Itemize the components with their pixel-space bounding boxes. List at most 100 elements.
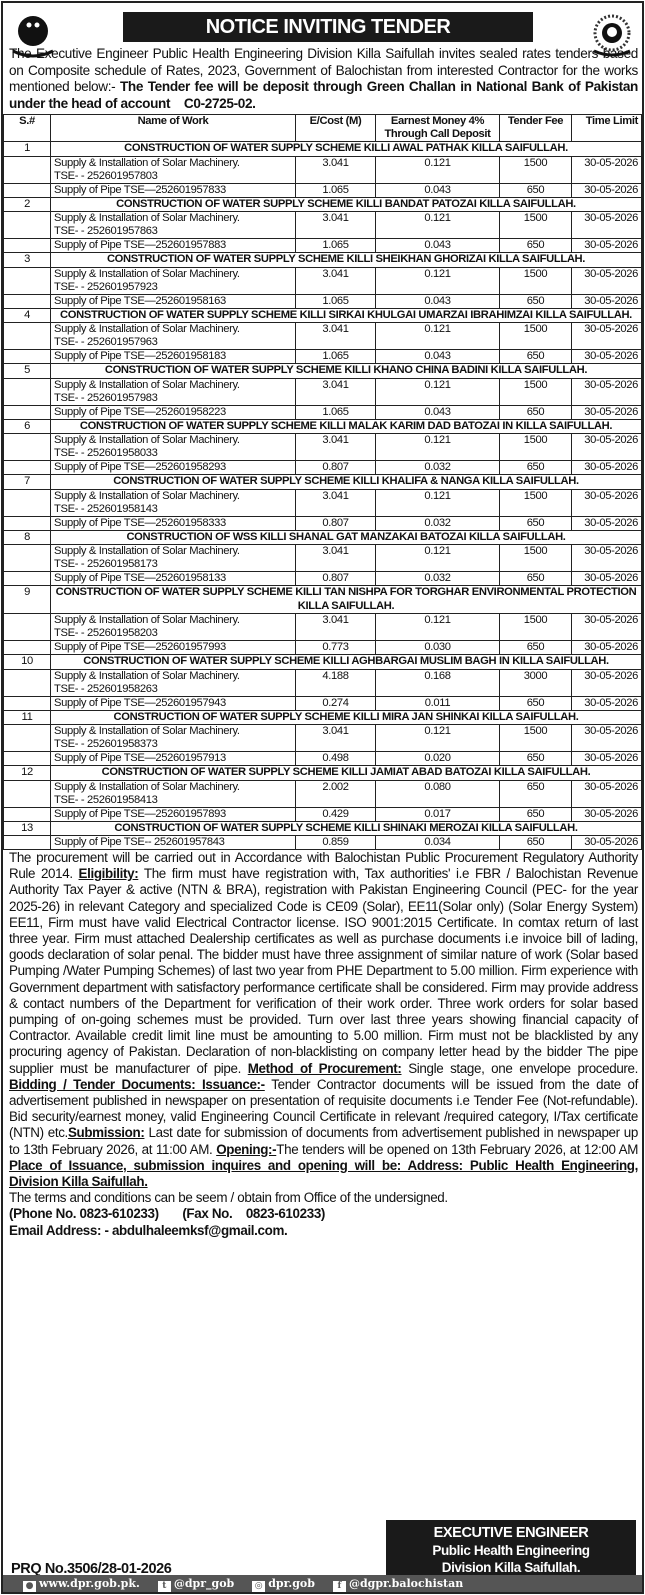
department-logo-left [12,16,54,58]
social-link-text: @dgpr.balochistan [348,1577,464,1590]
time-limit: 30-05-2026 [571,668,642,697]
tse-number: TSE- - 252601957803 [54,169,158,182]
empty-cell [3,751,51,766]
time-limit: 30-05-2026 [571,349,642,364]
tse-number: TSE- - 252601957983 [54,391,158,404]
social-link[interactable]: ◎ dpr.gob [252,1575,315,1592]
work-name-cell: Supply of Pipe TSE—252601958133 [50,571,296,586]
social-link[interactable]: ● www.dpr.gob.pk. [23,1575,140,1592]
tender-fee: 1500 [499,322,572,350]
work-name: Supply & Installation of Solar Machinery… [54,378,240,391]
social-link[interactable]: f @dgpr.balochistan [332,1575,464,1592]
tse-number: TSE- - 252601957963 [54,336,158,348]
estimated-cost: 3.041 [295,613,376,641]
earnest-money: 0.032 [375,571,500,586]
instagram-icon: ◎ [252,1581,266,1592]
empty-cell [3,404,51,420]
empty-cell [3,668,51,697]
paragraph-text: The tenders will be opened on 13th Febru… [276,1141,639,1157]
project-row: 12 CONSTRUCTION OF WATER SUPPLY SCHEME KI… [3,765,642,781]
work-name: Supply & Installation of Solar Machinery… [54,669,240,682]
work-item-row: Supply & Installation of Solar Machinery… [3,266,642,295]
work-name-cell: Supply & Installation of Solar Machinery… [50,211,296,239]
serial-number: 11 [3,709,51,725]
section-heading: Bidding / Tender Documents: Issuance:- [9,1076,265,1092]
estimated-cost: 0.429 [295,806,376,822]
social-link[interactable]: t @dpr_gob [157,1575,235,1592]
estimated-cost: 3.041 [295,155,376,184]
tender-fee: 650 [499,182,572,198]
project-title: CONSTRUCTION OF WATER SUPPLY SCHEME KILL… [50,307,642,323]
empty-cell [3,182,51,198]
work-name: Supply & Installation of Solar Machinery… [54,267,240,280]
paragraph-text: The procurement will be carried out in A… [9,850,638,882]
earnest-money: 0.121 [375,322,500,350]
project-row: 13 CONSTRUCTION OF WATER SUPPLY SCHEME KI… [3,820,642,836]
work-name: Supply & Installation of Solar Machinery… [54,725,240,737]
time-limit: 30-05-2026 [571,182,642,198]
phone-number: (Phone No. 0823-610233) [9,1206,159,1222]
project-row: 11 CONSTRUCTION OF WATER SUPPLY SCHEME KI… [3,709,642,725]
time-limit: 30-05-2026 [571,835,642,850]
project-title: CONSTRUCTION OF WATER SUPPLY SCHEME KILL… [50,654,642,670]
project-row: 2 CONSTRUCTION OF WATER SUPPLY SCHEME KIL… [3,196,642,212]
work-name: Supply of Pipe TSE—252601957993 [54,641,226,653]
work-name-cell: Supply of Pipe TSE—252601958333 [50,515,296,531]
time-limit: 30-05-2026 [571,613,642,641]
header-ecost: E/Cost (M) [295,114,376,142]
tender-fee: 650 [499,349,572,364]
earnest-money: 0.043 [375,293,500,309]
section-heading: Submission: [67,1125,145,1141]
estimated-cost: 3.041 [295,488,376,517]
work-item-row: Supply & Installation of Solar Machinery… [3,488,642,517]
project-row: 1 CONSTRUCTION OF WATER SUPPLY SCHEME KIL… [3,141,642,157]
work-item-row: Supply of Pipe TSE—252601958333 0.807 0.03… [3,515,642,531]
work-name-cell: Supply & Installation of Solar Machinery… [50,322,296,350]
tse-number: TSE- - 252601958203 [54,627,158,639]
tender-fee: 1500 [499,433,572,461]
project-row: 5 CONSTRUCTION OF WATER SUPPLY SCHEME KIL… [3,363,642,379]
work-name: Supply & Installation of Solar Machinery… [54,323,240,335]
empty-cell [3,322,51,350]
serial-number: 13 [3,820,51,836]
earnest-money: 0.168 [375,668,500,697]
project-row: 6 CONSTRUCTION OF WATER SUPPLY SCHEME KIL… [3,418,642,434]
empty-cell [3,724,51,752]
estimated-cost: 1.065 [295,182,376,198]
tender-fee: 650 [499,460,572,475]
estimated-cost: 3.041 [295,377,376,406]
estimated-cost: 0.807 [295,515,376,531]
empty-cell [3,155,51,184]
twitter-icon: t [157,1581,171,1592]
tender-fee: 1500 [499,544,572,572]
work-name-cell: Supply of Pipe TSE—252601957943 [50,695,296,711]
estimated-cost: 0.274 [295,695,376,711]
earnest-money: 0.121 [375,544,500,572]
project-row: 4 CONSTRUCTION OF WATER SUPPLY SCHEME KIL… [3,307,642,323]
serial-number: 4 [3,307,51,323]
earnest-money: 0.043 [375,238,500,253]
work-item-row: Supply of Pipe TSE—252601957943 0.274 0.01… [3,695,642,711]
earnest-money: 0.080 [375,779,500,808]
empty-cell [3,779,51,808]
work-name: Supply & Installation of Solar Machinery… [54,614,240,626]
work-name: Supply & Installation of Solar Machinery… [54,780,240,793]
empty-cell [3,806,51,822]
tender-fee: 3000 [499,668,572,697]
estimated-cost: 3.041 [295,433,376,461]
work-name: Supply of Pipe TSE—252601957893 [54,807,226,820]
work-item-row: Supply & Installation of Solar Machinery… [3,544,642,572]
tender-fee: 650 [499,806,572,822]
earnest-money: 0.121 [375,155,500,184]
estimated-cost: 0.807 [295,571,376,586]
tender-fee: 650 [499,640,572,655]
social-link-text: @dpr_gob [173,1577,235,1590]
tender-fee: 1500 [499,155,572,184]
social-link-text: www.dpr.gob.pk. [39,1577,140,1590]
header: NOTICE INVITING TENDER [3,3,642,58]
work-name: Supply & Installation of Solar Machinery… [54,545,240,557]
work-item-row: Supply of Pipe TSE-- 252601957843 0.859 0.… [3,835,642,850]
tender-fee: 1500 [499,211,572,239]
work-name-cell: Supply of Pipe TSE-- 252601957843 [50,835,296,850]
project-title: CONSTRUCTION OF WATER SUPPLY SCHEME KILL… [50,418,642,434]
